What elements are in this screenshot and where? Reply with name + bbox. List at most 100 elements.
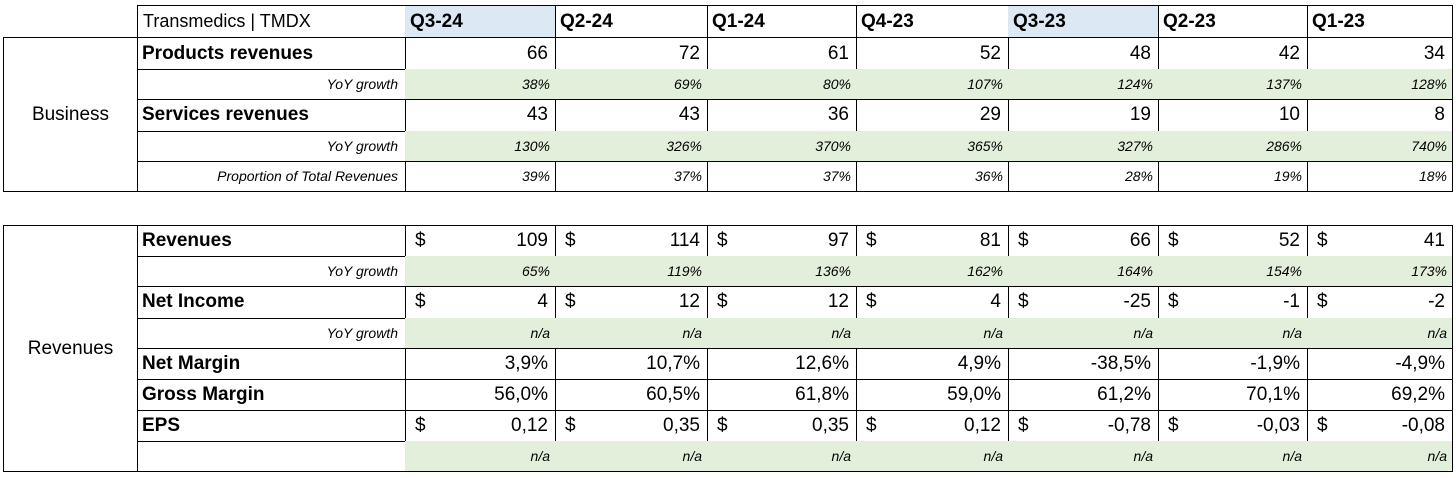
currency-symbol: $ [866, 414, 877, 436]
currency-symbol: $ [1168, 230, 1179, 251]
row-label: EPS [137, 410, 406, 442]
value-text: -0,78 [1107, 414, 1151, 436]
value-cell: 36% [856, 161, 1009, 192]
value-cell: n/a [555, 441, 708, 472]
row-label: Gross Margin [137, 379, 406, 411]
value-text: 81 [979, 230, 1001, 251]
row-label: Revenues [137, 225, 406, 257]
value-cell: $ -0,03 [1158, 410, 1308, 442]
value-cell: 39% [405, 161, 556, 192]
value-cell: -38,5% [1008, 348, 1159, 380]
value-text: 66 [1129, 230, 1151, 251]
value-cell: 37% [555, 161, 708, 192]
value-cell: n/a [856, 441, 1009, 472]
value-cell: $12 [555, 286, 708, 319]
value-cell: 164% [1008, 256, 1159, 287]
value-cell: 136% [707, 256, 857, 287]
value-cell: 60,5% [555, 379, 708, 411]
value-cell: 38% [405, 69, 556, 100]
quarter-header: Q1-23 [1307, 5, 1453, 38]
section-label-revenues: Revenues [3, 225, 138, 472]
value-text: 12 [827, 291, 849, 312]
value-cell: 29 [856, 99, 1009, 132]
value-cell: 137% [1158, 69, 1308, 100]
value-cell: 69% [555, 69, 708, 100]
currency-symbol: $ [1168, 291, 1179, 312]
value-cell: 52 [856, 37, 1009, 70]
value-cell: 37% [707, 161, 857, 192]
table-title: Transmedics | TMDX [137, 5, 406, 38]
value-cell: n/a [1158, 441, 1308, 472]
value-cell: 48 [1008, 37, 1159, 70]
value-cell: 12,6% [707, 348, 857, 380]
value-cell: 42 [1158, 37, 1308, 70]
value-text: -0,03 [1256, 414, 1300, 436]
value-cell: 65% [405, 256, 556, 287]
currency-symbol: $ [717, 230, 728, 251]
value-cell: $0,12 [405, 410, 556, 442]
value-cell: 130% [405, 131, 556, 162]
value-text: 0,12 [511, 414, 548, 436]
value-text: 0,35 [812, 414, 849, 436]
value-cell: -4,9% [1307, 348, 1453, 380]
value-cell: $52 [1158, 225, 1308, 257]
value-cell: 124% [1008, 69, 1159, 100]
value-text: 114 [669, 230, 700, 251]
value-cell: 370% [707, 131, 857, 162]
row-label: Proportion of Total Revenues [137, 161, 406, 192]
row-label: Products revenues [137, 37, 406, 70]
value-cell: 154% [1158, 256, 1308, 287]
row-label: YoY growth [137, 69, 406, 100]
value-cell: n/a [1307, 318, 1453, 349]
value-cell: 43 [405, 99, 556, 132]
currency-symbol: $ [866, 291, 877, 312]
value-cell: 66 [405, 37, 556, 70]
quarter-header: Q3-24 [405, 5, 556, 38]
value-cell: 107% [856, 69, 1009, 100]
value-cell: $4 [405, 286, 556, 319]
value-cell: 56,0% [405, 379, 556, 411]
row-label: YoY growth [137, 256, 406, 287]
value-cell: 36 [707, 99, 857, 132]
value-cell: 70,1% [1158, 379, 1308, 411]
value-cell: $41 [1307, 225, 1453, 257]
value-cell: $ -25 [1008, 286, 1159, 319]
value-cell: -1,9% [1158, 348, 1308, 380]
currency-symbol: $ [1018, 291, 1029, 312]
value-cell: 10,7% [555, 348, 708, 380]
value-cell: 173% [1307, 256, 1453, 287]
value-cell: $109 [405, 225, 556, 257]
value-cell: 69,2% [1307, 379, 1453, 411]
value-cell: 10 [1158, 99, 1308, 132]
currency-symbol: $ [1317, 291, 1328, 312]
value-text: 0,35 [663, 414, 700, 436]
value-cell: n/a [856, 318, 1009, 349]
value-cell: $ -1 [1158, 286, 1308, 319]
value-cell: $0,12 [856, 410, 1009, 442]
value-cell: 28% [1008, 161, 1159, 192]
value-cell: n/a [405, 441, 556, 472]
value-cell: $4 [856, 286, 1009, 319]
value-cell: 327% [1008, 131, 1159, 162]
row-label: YoY growth [137, 131, 406, 162]
value-cell: $12 [707, 286, 857, 319]
value-cell: n/a [707, 441, 857, 472]
value-cell: 61,8% [707, 379, 857, 411]
value-cell: 4,9% [856, 348, 1009, 380]
value-cell: $ -0,78 [1008, 410, 1159, 442]
row-label: Net Margin [137, 348, 406, 380]
value-text: 0,12 [964, 414, 1001, 436]
currency-symbol: $ [1018, 414, 1029, 436]
value-text: -25 [1123, 291, 1151, 312]
value-cell: $97 [707, 225, 857, 257]
quarter-header: Q3-23 [1008, 5, 1159, 38]
row-label: YoY growth [137, 318, 406, 349]
value-text: 52 [1278, 230, 1300, 251]
value-cell: $0,35 [555, 410, 708, 442]
value-text: 12 [678, 291, 700, 312]
quarter-header: Q2-24 [555, 5, 708, 38]
value-text: 97 [827, 230, 849, 251]
value-cell: $81 [856, 225, 1009, 257]
value-cell: 80% [707, 69, 857, 100]
